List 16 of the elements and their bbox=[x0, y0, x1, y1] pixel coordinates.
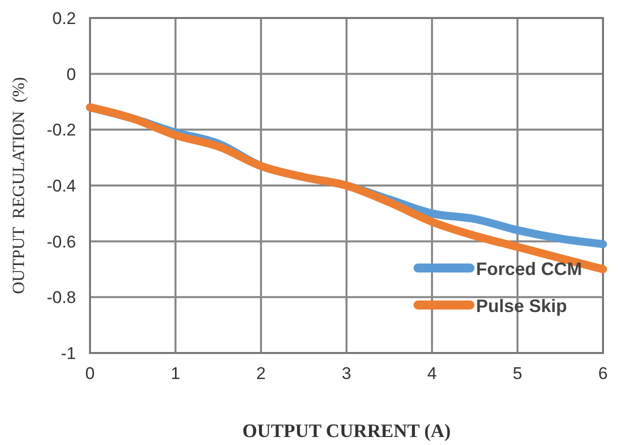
y-tick-label: -1 bbox=[60, 344, 76, 363]
x-tick-label: 1 bbox=[170, 364, 180, 383]
y-tick-label: 0.2 bbox=[52, 9, 76, 28]
y-tick-label: -0.4 bbox=[46, 176, 76, 196]
x-axis-title: OUTPUT CURRENT (A) bbox=[242, 421, 451, 442]
x-tick-label: 0 bbox=[85, 364, 95, 383]
x-tick-label: 6 bbox=[598, 364, 608, 383]
y-tick-label: -0.6 bbox=[46, 232, 76, 252]
x-tick-label: 2 bbox=[256, 364, 266, 383]
x-tick-label: 4 bbox=[427, 364, 437, 383]
y-tick-label: -0.2 bbox=[46, 120, 76, 140]
y-axis-title: OUTPUT REGULATION (%) bbox=[9, 77, 28, 294]
x-tick-label: 5 bbox=[512, 364, 522, 383]
y-tick-label: 0 bbox=[66, 64, 76, 84]
y-tick-label: -0.8 bbox=[46, 288, 76, 308]
x-tick-label: 3 bbox=[342, 364, 352, 383]
